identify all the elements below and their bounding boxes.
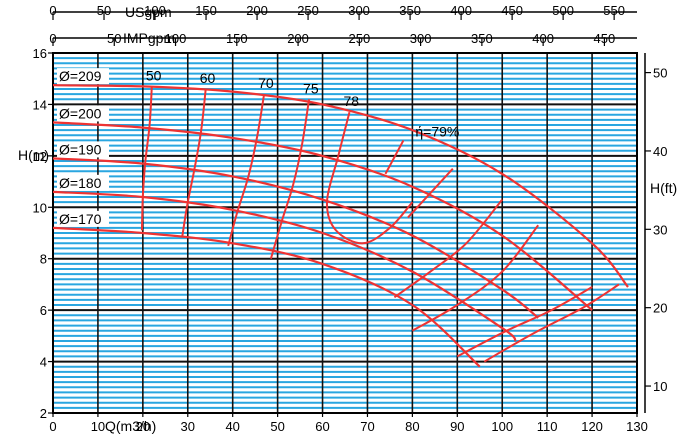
efficiency-curve xyxy=(407,168,454,219)
usgpm-tick-label: 0 xyxy=(49,3,56,18)
usgpm-tick-label: 200 xyxy=(246,3,268,18)
usgpm-tick-label: 500 xyxy=(552,3,574,18)
axis-labels: Q(m3/h) H(m) H(ft) USgpm IMPgpm xyxy=(18,4,677,434)
ft-tick-label: 30 xyxy=(653,222,667,237)
usgpm-tick-label: 400 xyxy=(450,3,472,18)
efficiency-curve xyxy=(325,111,414,245)
efficiency-curve xyxy=(456,286,593,358)
usgpm-tick-label: 250 xyxy=(297,3,319,18)
x-axis-label: Q(m3/h) xyxy=(105,418,156,434)
efficiency-curve xyxy=(411,224,539,332)
plot-frame xyxy=(52,11,646,414)
impeller-label: Ø=180 xyxy=(59,175,102,191)
efficiency-curve xyxy=(140,86,153,231)
usgpm-tick-label: 300 xyxy=(348,3,370,18)
x-tick-label: 50 xyxy=(270,419,284,434)
x-tick-label: 90 xyxy=(450,419,464,434)
ft-axis-label: H(ft) xyxy=(650,180,677,196)
x-tick-label: 80 xyxy=(405,419,419,434)
impgpm-axis-label: IMPgpm xyxy=(123,30,175,46)
x-tick-label: 60 xyxy=(315,419,329,434)
y-tick-label: 6 xyxy=(40,303,47,318)
usgpm-tick-label: 350 xyxy=(399,3,421,18)
impgpm-tick-label: 300 xyxy=(410,31,432,46)
y-tick-label: 16 xyxy=(33,46,47,61)
impeller-curve xyxy=(52,121,593,311)
ft-tick-label: 10 xyxy=(653,379,667,394)
y-tick-label: 10 xyxy=(33,200,47,215)
x-tick-label: 70 xyxy=(360,419,374,434)
efficiency-curve xyxy=(393,198,503,299)
impgpm-tick-label: 100 xyxy=(165,31,187,46)
usgpm-tick-label: 450 xyxy=(501,3,523,18)
y-tick-label: 4 xyxy=(40,355,47,370)
plot-border xyxy=(52,52,638,414)
impeller-label: Ø=170 xyxy=(59,211,102,227)
impgpm-tick-label: 250 xyxy=(348,31,370,46)
impgpm-tick-label: 200 xyxy=(287,31,309,46)
usgpm-tick-label: 550 xyxy=(603,3,625,18)
impeller-label: Ø=190 xyxy=(59,141,102,157)
performance-curves xyxy=(52,84,629,368)
efficiency-curve xyxy=(181,88,207,236)
x-tick-label: 120 xyxy=(581,419,603,434)
impeller-label-bg xyxy=(57,174,109,191)
usgpm-tick-label: 50 xyxy=(97,3,111,18)
ft-tick-label: 40 xyxy=(653,144,667,159)
efficiency-label: ή=79% xyxy=(415,123,459,139)
usgpm-axis-label: USgpm xyxy=(125,4,172,20)
x-tick-label: 130 xyxy=(626,419,648,434)
x-tick-label: 0 xyxy=(49,419,56,434)
impeller-label: Ø=200 xyxy=(59,105,102,121)
x-tick-label: 20 xyxy=(136,419,150,434)
usgpm-tick-label: 150 xyxy=(195,3,217,18)
impeller-label-bg xyxy=(57,210,109,227)
efficiency-curve xyxy=(269,99,311,259)
efficiency-curve xyxy=(227,93,266,247)
y-tick-label: 8 xyxy=(40,252,47,267)
y-tick-label: 2 xyxy=(40,406,47,421)
x-tick-label: 40 xyxy=(225,419,239,434)
impgpm-tick-label: 450 xyxy=(594,31,616,46)
curve-labels: Ø=209 Ø=200 Ø=190 Ø=180 Ø=170 50 60 70 75 78 ή=79% xyxy=(57,67,459,227)
efficiency-curve xyxy=(384,139,405,175)
efficiency-curve xyxy=(483,283,620,363)
efficiency-label: 78 xyxy=(343,93,359,109)
impeller-label-bg xyxy=(57,141,109,158)
efficiency-label: 50 xyxy=(146,67,162,83)
y-tick-label: 12 xyxy=(33,149,47,164)
efficiency-label: 70 xyxy=(258,75,274,91)
x-tick-label: 100 xyxy=(491,419,513,434)
x-tick-label: 30 xyxy=(181,419,195,434)
impeller-curve xyxy=(52,157,539,319)
x-tick-label: 110 xyxy=(537,419,558,434)
impeller-label-bg xyxy=(57,105,109,122)
x-tick-label: 10 xyxy=(91,419,105,434)
impeller-label: Ø=209 xyxy=(59,68,102,84)
y-axis-label: H(m) xyxy=(18,147,49,163)
impgpm-tick-label: 150 xyxy=(226,31,248,46)
minor-gridlines xyxy=(53,57,637,409)
efficiency-label: 75 xyxy=(303,80,319,96)
ft-tick-label: 50 xyxy=(653,66,667,81)
impgpm-tick-label: 400 xyxy=(532,31,554,46)
ft-tick-label: 20 xyxy=(653,301,667,316)
y-tick-label: 14 xyxy=(33,97,47,112)
tick-labels: 0 10 20 30 40 50 60 70 80 90 100 110 120 130246810121… xyxy=(33,3,668,434)
impeller-label-bg xyxy=(57,68,109,85)
usgpm-tick-label: 100 xyxy=(144,3,166,18)
impgpm-tick-label: 350 xyxy=(471,31,493,46)
efficiency-label: 60 xyxy=(200,70,216,86)
impgpm-tick-label: 0 xyxy=(49,31,56,46)
impgpm-tick-label: 50 xyxy=(107,31,121,46)
impeller-curve xyxy=(52,226,481,368)
